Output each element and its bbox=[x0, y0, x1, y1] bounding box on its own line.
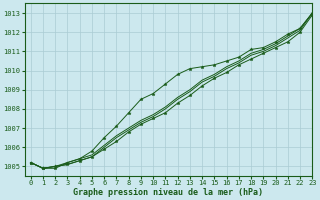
X-axis label: Graphe pression niveau de la mer (hPa): Graphe pression niveau de la mer (hPa) bbox=[74, 188, 263, 197]
